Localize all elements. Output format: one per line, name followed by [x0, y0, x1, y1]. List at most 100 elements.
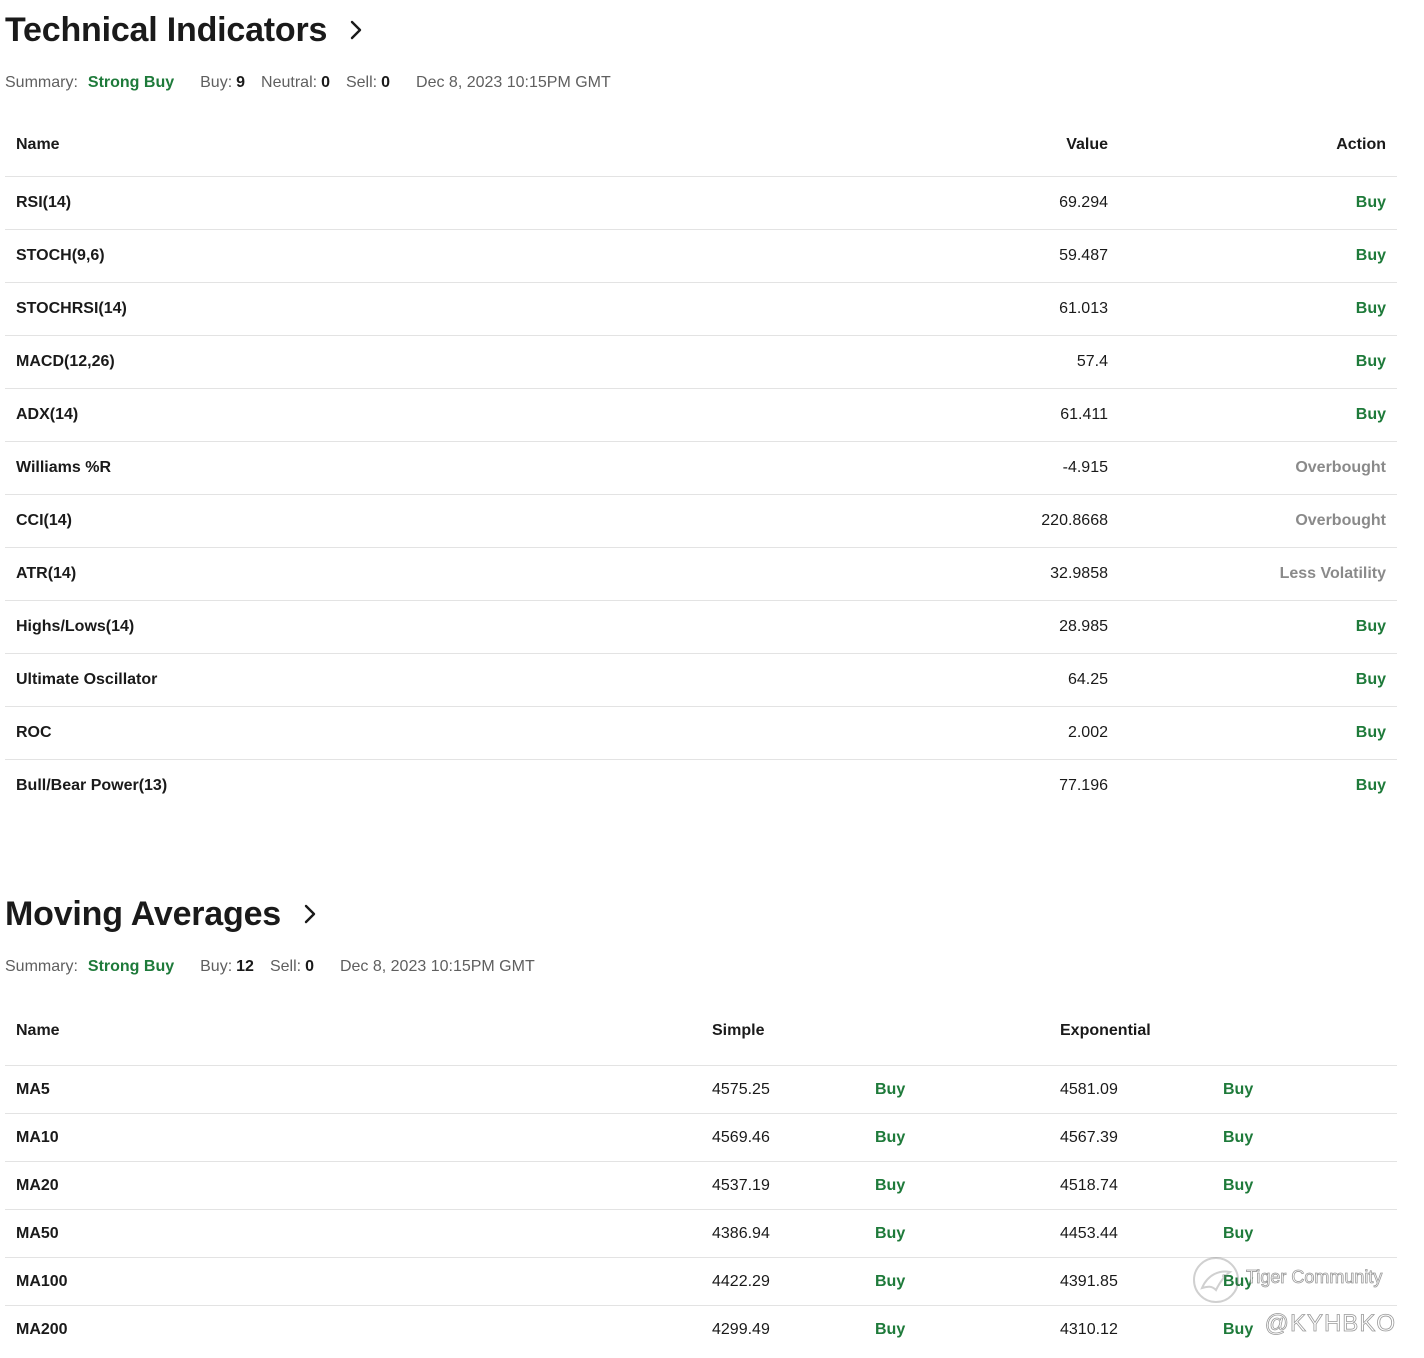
exponential-value: 4310.12: [1060, 1320, 1118, 1338]
indicator-action: Buy: [1119, 229, 1397, 283]
moving-averages-table: Name Simple Exponential MA5 4575.25 Buy …: [5, 997, 1397, 1353]
simple-action: Buy: [875, 1320, 906, 1338]
moving-averages-title: Moving Averages: [5, 894, 282, 933]
indicator-value: -4.915: [725, 441, 1119, 495]
buy-count-group: Buy: 9: [200, 74, 245, 92]
exponential-action: Buy: [1212, 1161, 1397, 1210]
table-row: Bull/Bear Power(13) 77.196 Buy: [5, 760, 1397, 813]
summary-label: Summary:: [5, 958, 78, 975]
table-row: Ultimate Oscillator 64.25 Buy: [5, 653, 1397, 707]
sell-label: Sell:: [345, 74, 378, 91]
table-row: MA200 4299.49 Buy 4310.12 Buy: [5, 1306, 1397, 1354]
moving-averages-section: Moving Averages Summary: Strong Buy Buy:…: [5, 884, 1397, 1353]
technical-indicators-title: Technical Indicators: [5, 10, 328, 49]
indicator-name: RSI(14): [5, 176, 725, 230]
indicator-value: 69.294: [725, 176, 1119, 230]
simple-action: Buy: [864, 1257, 1049, 1306]
exponential-value: 4391.85: [1049, 1257, 1212, 1306]
buy-count: 9: [236, 74, 246, 91]
simple-action: Buy: [864, 1065, 1049, 1114]
indicator-name: MACD(12,26): [5, 335, 725, 389]
ma-name: MA5: [5, 1065, 701, 1114]
column-header-name: Name: [5, 997, 701, 1066]
technical-summary: Summary: Strong Buy Buy: 9 Neutral: 0 Sell…: [5, 72, 1397, 94]
sell-count: 0: [305, 958, 314, 975]
table-row: ATR(14) 32.9858 Less Volatility: [5, 547, 1397, 601]
simple-action: Buy: [864, 1161, 1049, 1210]
simple-value: 4537.19: [701, 1161, 864, 1210]
indicator-action: Buy: [1119, 706, 1397, 760]
buy-label: Buy:: [200, 74, 233, 91]
indicator-value: 77.196: [1059, 777, 1108, 794]
summary-value: Strong Buy: [87, 74, 175, 91]
sell-count-group: Sell: 0: [270, 958, 314, 976]
table-row: MA5 4575.25 Buy 4581.09 Buy: [5, 1065, 1397, 1114]
ma-name: MA50: [5, 1209, 701, 1258]
exponential-action: Buy: [1212, 1257, 1397, 1306]
exponential-action: Buy: [1212, 1209, 1397, 1258]
indicator-action: Less Volatility: [1119, 547, 1397, 601]
exponential-action: Buy: [1212, 1065, 1397, 1114]
exponential-value: 4581.09: [1049, 1065, 1212, 1114]
sell-count: 0: [381, 74, 391, 91]
simple-value: 4299.49: [712, 1320, 770, 1338]
ma-name: MA10: [5, 1113, 701, 1162]
indicator-action: Buy: [1119, 282, 1397, 336]
column-header-name: Name: [5, 113, 725, 177]
indicator-value: 61.013: [725, 282, 1119, 336]
table-row: Highs/Lows(14) 28.985 Buy: [5, 600, 1397, 654]
table-row: STOCH(9,6) 59.487 Buy: [5, 229, 1397, 283]
chevron-right-icon[interactable]: [299, 903, 321, 925]
exponential-value: 4567.39: [1049, 1113, 1212, 1162]
summary-timestamp: Dec 8, 2023 10:15PM GMT: [339, 958, 535, 975]
neutral-count-group: Neutral: 0: [261, 74, 330, 92]
technical-indicators-section: Technical Indicators Summary: Strong Buy…: [5, 0, 1397, 812]
table-row: RSI(14) 69.294 Buy: [5, 176, 1397, 230]
indicator-name: Ultimate Oscillator: [5, 653, 725, 707]
table-row: ADX(14) 61.411 Buy: [5, 388, 1397, 442]
buy-label: Buy:: [200, 958, 233, 975]
indicator-action: Buy: [1119, 176, 1397, 230]
table-header-row: Name Value Action: [5, 113, 1397, 177]
ma-name: MA200: [16, 1320, 68, 1338]
chevron-right-icon[interactable]: [345, 19, 367, 41]
simple-action: Buy: [864, 1209, 1049, 1258]
indicator-action: Overbought: [1119, 494, 1397, 548]
indicator-value: 32.9858: [725, 547, 1119, 601]
indicator-action: Buy: [1355, 777, 1386, 794]
technical-indicators-header: Technical Indicators: [5, 0, 1397, 60]
exponential-action: Buy: [1212, 1113, 1397, 1162]
indicator-value: 64.25: [725, 653, 1119, 707]
indicator-name: Highs/Lows(14): [5, 600, 725, 654]
indicator-name: STOCHRSI(14): [5, 282, 725, 336]
exponential-value: 4518.74: [1049, 1161, 1212, 1210]
summary-value: Strong Buy: [87, 958, 175, 975]
table-row: Williams %R -4.915 Overbought: [5, 441, 1397, 495]
simple-value: 4422.29: [701, 1257, 864, 1306]
table-header-row: Name Simple Exponential: [5, 997, 1397, 1066]
neutral-label: Neutral:: [261, 74, 318, 91]
table-row: MA10 4569.46 Buy 4567.39 Buy: [5, 1113, 1397, 1162]
column-header-simple: Simple: [701, 997, 1049, 1066]
indicator-value: 28.985: [725, 600, 1119, 654]
column-header-action: Action: [1119, 113, 1397, 177]
summary-label: Summary:: [5, 74, 78, 91]
simple-value: 4569.46: [701, 1113, 864, 1162]
column-header-exponential: Exponential: [1049, 997, 1397, 1066]
simple-value: 4575.25: [701, 1065, 864, 1114]
indicator-action: Buy: [1119, 600, 1397, 654]
neutral-count: 0: [321, 74, 330, 91]
ma-name: MA20: [5, 1161, 701, 1210]
indicator-value: 59.487: [725, 229, 1119, 283]
table-row: MA100 4422.29 Buy 4391.85 Buy: [5, 1257, 1397, 1306]
indicator-name: Bull/Bear Power(13): [16, 777, 168, 794]
sell-count-group: Sell: 0: [346, 74, 390, 92]
indicator-name: Williams %R: [5, 441, 725, 495]
table-row: MACD(12,26) 57.4 Buy: [5, 335, 1397, 389]
table-row: MA50 4386.94 Buy 4453.44 Buy: [5, 1209, 1397, 1258]
indicator-action: Overbought: [1119, 441, 1397, 495]
moving-averages-summary: Summary: Strong Buy Buy: 12 Sell: 0 Dec 8,…: [5, 956, 1397, 978]
table-row: MA20 4537.19 Buy 4518.74 Buy: [5, 1161, 1397, 1210]
indicator-name: STOCH(9,6): [5, 229, 725, 283]
indicator-name: CCI(14): [5, 494, 725, 548]
